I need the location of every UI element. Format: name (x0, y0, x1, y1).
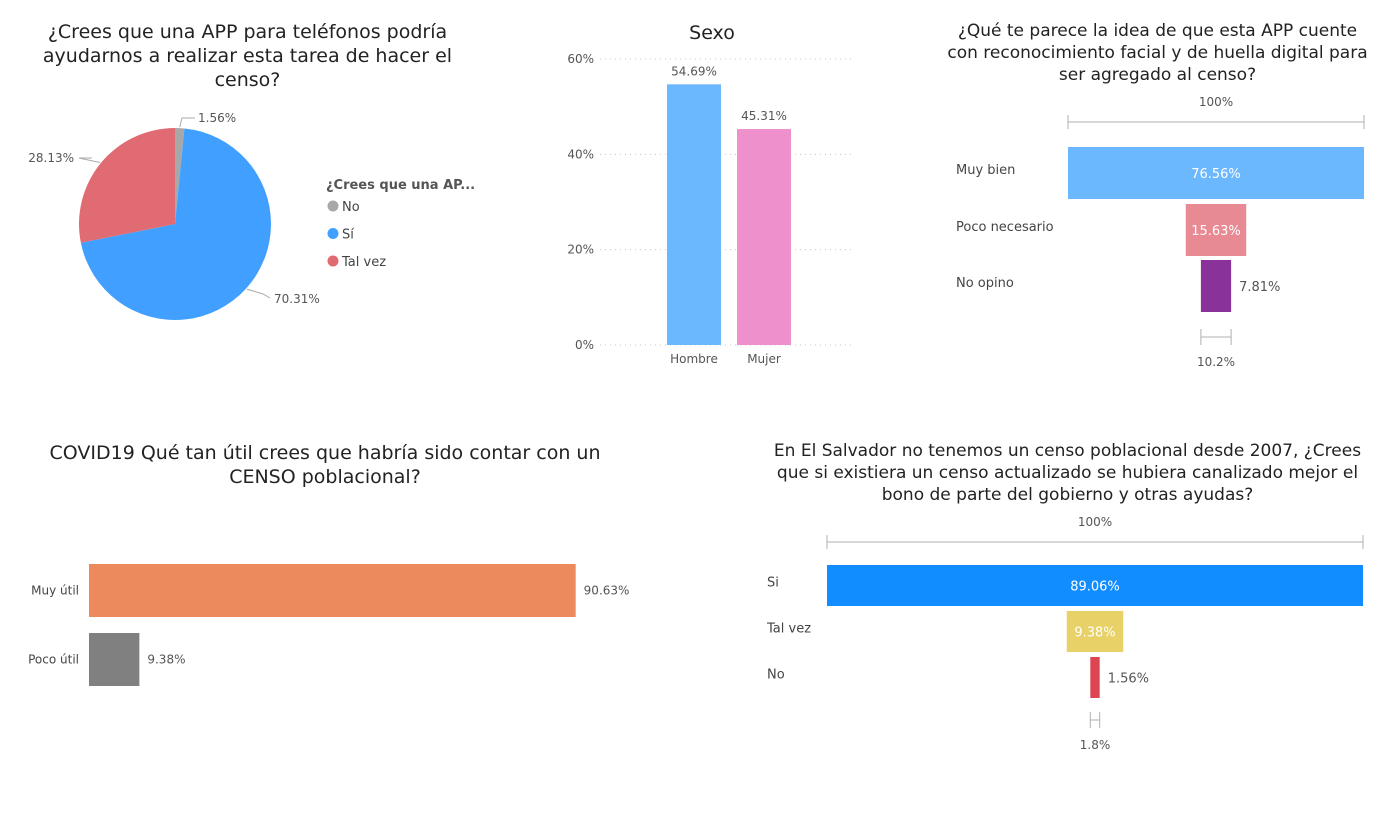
funnel-bar-2 (1200, 260, 1232, 312)
funnel-chart-1-title: ¿Qué te parece la idea de que esta APP c… (947, 21, 1368, 85)
hbar-category-1: Poco útil (28, 653, 79, 667)
funnel-chart-2-title: En El Salvador no tenemos un censo pobla… (773, 441, 1362, 505)
funnel-label-1: 15.63% (1191, 224, 1241, 239)
funnel-bottom-label: 1.8% (1080, 738, 1111, 752)
bar-label-0: 54.69% (671, 64, 717, 78)
y-tick-label-1: 20% (567, 243, 594, 257)
funnel-category-0: Muy bien (956, 163, 1015, 178)
pie-leader-2 (78, 157, 101, 163)
legend-marker-2 (327, 255, 339, 267)
funnel-bottom-label: 10.2% (1197, 355, 1235, 369)
funnel-top-label: 100% (1078, 515, 1112, 529)
pie-slice-1 (80, 128, 272, 320)
pie-legend-title: ¿Crees que una AP... (326, 178, 475, 193)
legend-marker-0 (327, 200, 339, 212)
bar-label-1: 45.31% (741, 109, 787, 123)
legend-item-2: Tal vez (341, 255, 386, 270)
hbar-1 (89, 633, 140, 686)
funnel-bar-0 (1068, 147, 1364, 199)
column-chart-title: Sexo (689, 22, 735, 44)
pie-chart-title: ¿Crees que una APP para teléfonos podría… (42, 21, 453, 91)
funnel-label-2: 7.81% (1239, 280, 1280, 295)
pie-leader-0 (179, 117, 195, 128)
pie-slice-0 (175, 128, 185, 224)
funnel-top-label: 100% (1199, 95, 1233, 109)
hbar-0 (89, 564, 576, 617)
funnel-label-0: 89.06% (1070, 580, 1120, 595)
funnel-bar-2 (1090, 657, 1100, 698)
funnel-label-0: 76.56% (1191, 167, 1241, 182)
funnel-bar-0 (827, 565, 1363, 606)
funnel-category-0: Si (767, 576, 779, 591)
funnel-bar-1 (1066, 611, 1124, 652)
y-tick-label-0: 0% (575, 338, 594, 352)
funnel-bar-1 (1185, 204, 1247, 256)
hbar-label-0: 90.63% (584, 584, 630, 598)
x-tick-label-1: Mujer (747, 352, 781, 366)
legend-item-0: No (342, 200, 360, 215)
funnel-category-2: No opino (956, 276, 1014, 291)
bar-0 (667, 84, 721, 345)
hbar-category-0: Muy útil (31, 584, 79, 598)
funnel-category-1: Tal vez (766, 622, 811, 637)
legend-item-1: Sí (342, 228, 354, 243)
hbar-label-1: 9.38% (147, 653, 185, 667)
pie-leader-1 (246, 288, 271, 299)
funnel-category-2: No (767, 668, 785, 683)
pie-label-2: 28.13% (28, 151, 74, 165)
pie-label-0: 1.56% (198, 111, 236, 125)
pie-label-1: 70.31% (274, 292, 320, 306)
funnel-label-1: 9.38% (1074, 626, 1115, 641)
bar-1 (737, 129, 791, 345)
x-tick-label-0: Hombre (670, 352, 718, 366)
hbar-chart-title: COVID19 Qué tan útil crees que habría si… (49, 442, 601, 488)
pie-slice-2 (79, 128, 175, 243)
y-tick-label-2: 40% (567, 147, 594, 161)
funnel-category-1: Poco necesario (956, 220, 1054, 235)
y-tick-label-3: 60% (567, 52, 594, 66)
funnel-label-2: 1.56% (1108, 672, 1149, 687)
legend-marker-1 (327, 228, 339, 239)
